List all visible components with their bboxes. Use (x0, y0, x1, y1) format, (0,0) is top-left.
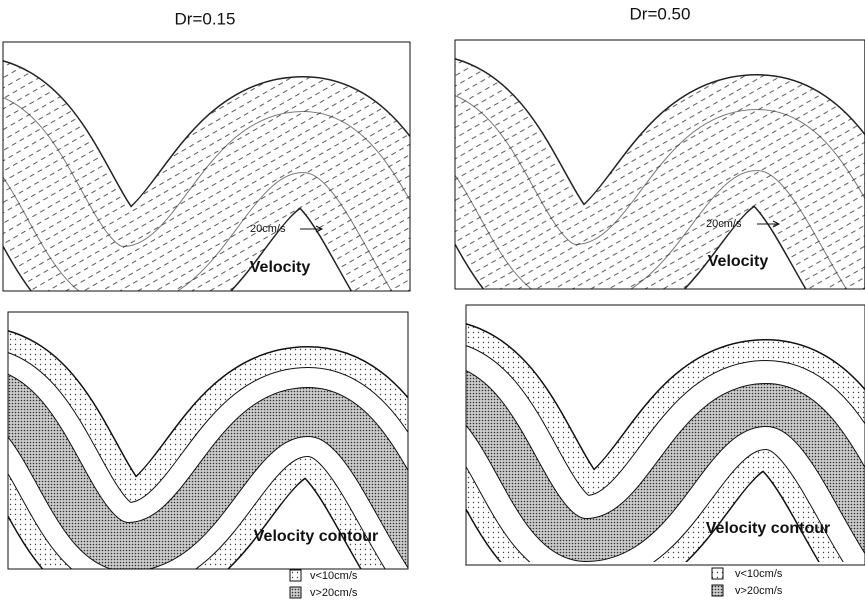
scale-label: 20cm/s (706, 218, 742, 230)
scale-arrow-head (772, 220, 781, 228)
legend-swatch (711, 567, 724, 580)
legend-swatch (711, 584, 724, 597)
velocity-panel (2, 41, 411, 292)
panel-border (465, 304, 865, 566)
panel-label: Velocity (250, 259, 311, 276)
velocity-panel (454, 39, 865, 290)
legend-label: v<10cm/s (735, 568, 783, 580)
panel-border (2, 41, 411, 292)
legend-swatch (289, 569, 302, 582)
legend-label: v>20cm/s (310, 587, 358, 599)
legend-label: v<10cm/s (310, 570, 358, 582)
column-title: Dr=0.15 (175, 9, 236, 28)
scale-arrow-head (315, 225, 324, 233)
panel-border (7, 311, 409, 570)
contour-panel (7, 311, 409, 570)
panel-label: Velocity (708, 253, 769, 270)
column-title: Dr=0.50 (630, 4, 691, 23)
legend-swatch (289, 586, 302, 599)
scale-label: 20cm/s (250, 223, 286, 235)
contour-panel (465, 304, 865, 566)
panel-label: Velocity contour (706, 520, 830, 537)
legend-label: v>20cm/s (735, 585, 783, 597)
panel-label: Velocity contour (254, 528, 378, 545)
